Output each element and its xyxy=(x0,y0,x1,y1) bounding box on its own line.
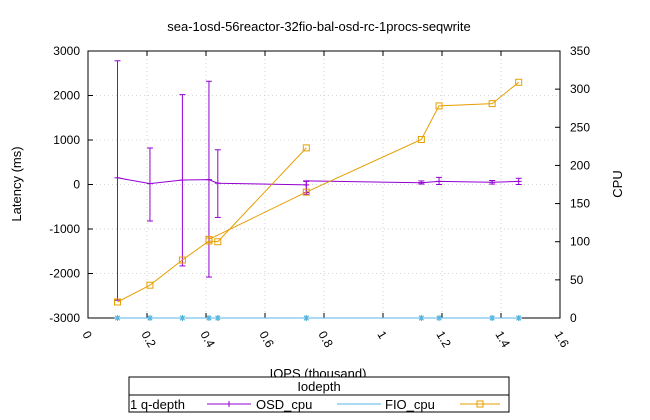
y-tick-label: -2000 xyxy=(49,267,80,281)
legend-sample-square-marker xyxy=(476,400,484,408)
y-tick-label: 3000 xyxy=(53,44,80,58)
x-tick-label: 1.6 xyxy=(551,329,572,351)
legend: Iodepth 1 q-depth OSD_cpu FIO_cpu xyxy=(128,376,510,413)
data-point xyxy=(214,315,221,321)
data-point xyxy=(489,315,496,321)
series-line xyxy=(306,180,519,184)
data-point xyxy=(205,315,212,321)
data-point xyxy=(515,315,522,321)
y-tick-label: 0 xyxy=(73,178,80,192)
series-line xyxy=(117,177,307,186)
data-point xyxy=(302,188,310,196)
legend-row-label: 1 q-depth xyxy=(130,397,185,412)
legend-title: Iodepth xyxy=(297,379,340,394)
data-point xyxy=(417,135,425,143)
data-point xyxy=(303,315,310,321)
x-tick-label: 0.2 xyxy=(138,329,159,351)
data-point xyxy=(114,315,121,321)
y-tick-label: -1000 xyxy=(49,222,80,236)
chart-title: sea-1osd-56reactor-32fio-bal-osd-rc-1pro… xyxy=(167,19,470,34)
y2-axis-label: CPU xyxy=(610,170,625,197)
data-point xyxy=(205,235,213,243)
data-point xyxy=(302,144,310,152)
y2-tick-label: 150 xyxy=(570,197,590,211)
y2-tick-label: 100 xyxy=(570,235,590,249)
series-1 xyxy=(303,176,522,195)
series-5 xyxy=(205,78,523,243)
y2-tick-label: 350 xyxy=(570,44,590,58)
y-axis-label: Latency (ms) xyxy=(9,146,24,221)
y2-tick-label: 250 xyxy=(570,120,590,134)
data-point xyxy=(179,315,186,321)
data-point xyxy=(435,102,443,110)
series-layer xyxy=(114,60,523,321)
series-line xyxy=(117,147,307,303)
y-tick-label: -3000 xyxy=(49,311,80,325)
data-point xyxy=(114,298,121,306)
x-tick-label: 1 xyxy=(374,329,390,342)
data-point xyxy=(515,78,523,86)
y2-tick-label: 300 xyxy=(570,82,590,96)
x-tick-label: 0 xyxy=(79,329,95,342)
series-3 xyxy=(114,315,522,321)
x-tick-label: 0.8 xyxy=(315,329,336,351)
y-tick-label: 2000 xyxy=(53,89,80,103)
data-point xyxy=(418,315,425,321)
y2-tick-label: 200 xyxy=(570,158,590,172)
data-point xyxy=(436,315,443,321)
y2-tick-label: 0 xyxy=(570,311,577,325)
data-point xyxy=(146,281,154,289)
y2-tick-label: 50 xyxy=(570,273,584,287)
x-tick-label: 1.2 xyxy=(433,329,454,351)
legend-entry-osd-cpu: OSD_cpu xyxy=(256,397,312,412)
series-line xyxy=(208,81,520,240)
data-point xyxy=(178,256,186,264)
data-point xyxy=(146,315,153,321)
data-point xyxy=(488,100,496,108)
series-0 xyxy=(114,60,310,301)
x-tick-label: 0.4 xyxy=(197,329,218,351)
y-tick-label: 1000 xyxy=(53,133,80,147)
series-4 xyxy=(114,144,310,306)
legend-entry-fio-cpu: FIO_cpu xyxy=(385,397,435,412)
data-point xyxy=(214,238,222,246)
x-tick-label: 1.4 xyxy=(492,329,513,351)
x-tick-label: 0.6 xyxy=(256,329,277,351)
